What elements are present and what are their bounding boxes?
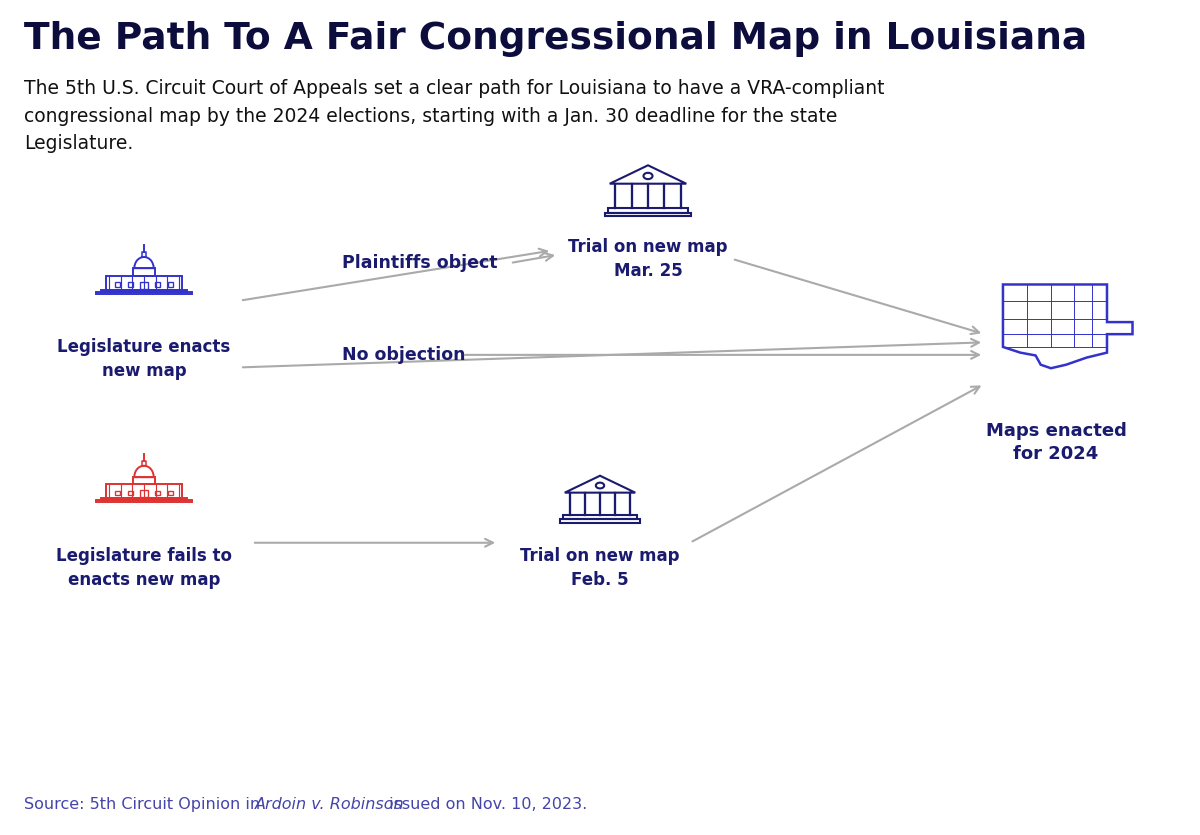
Bar <box>101 290 187 291</box>
Bar <box>115 491 120 495</box>
Bar <box>101 498 187 500</box>
Bar <box>168 491 173 495</box>
Bar <box>133 268 155 276</box>
Text: The Path To A Fair Congressional Map in Louisiana: The Path To A Fair Congressional Map in … <box>24 21 1087 57</box>
Bar <box>605 213 691 216</box>
Bar <box>155 491 161 495</box>
Bar <box>127 282 133 286</box>
Text: Ardoin v. Robinson: Ardoin v. Robinson <box>254 797 404 812</box>
Text: Legislature enacts
new map: Legislature enacts new map <box>58 338 230 380</box>
Bar <box>106 276 182 290</box>
Bar <box>168 282 173 286</box>
Text: The 5th U.S. Circuit Court of Appeals set a clear path for Louisiana to have a V: The 5th U.S. Circuit Court of Appeals se… <box>24 79 884 153</box>
Bar <box>140 281 148 289</box>
Bar <box>127 491 133 495</box>
Bar <box>140 490 148 498</box>
Text: Trial on new map
Mar. 25: Trial on new map Mar. 25 <box>569 238 727 280</box>
Text: Source: 5th Circuit Opinion in: Source: 5th Circuit Opinion in <box>24 797 265 812</box>
Bar <box>96 500 192 503</box>
Bar <box>115 282 120 286</box>
Text: Maps enacted
for 2024: Maps enacted for 2024 <box>985 422 1127 463</box>
Bar <box>607 208 689 213</box>
Bar <box>133 477 155 484</box>
Bar <box>560 519 640 523</box>
Text: Legislature fails to
enacts new map: Legislature fails to enacts new map <box>56 547 232 589</box>
Text: Trial on new map
Feb. 5: Trial on new map Feb. 5 <box>521 547 679 589</box>
Bar <box>96 291 192 294</box>
Text: Plaintiffs object: Plaintiffs object <box>342 254 498 272</box>
Bar <box>563 515 637 519</box>
Bar <box>155 282 161 286</box>
Text: issued on Nov. 10, 2023.: issued on Nov. 10, 2023. <box>384 797 587 812</box>
Bar <box>106 484 182 498</box>
Text: No objection: No objection <box>342 346 466 364</box>
